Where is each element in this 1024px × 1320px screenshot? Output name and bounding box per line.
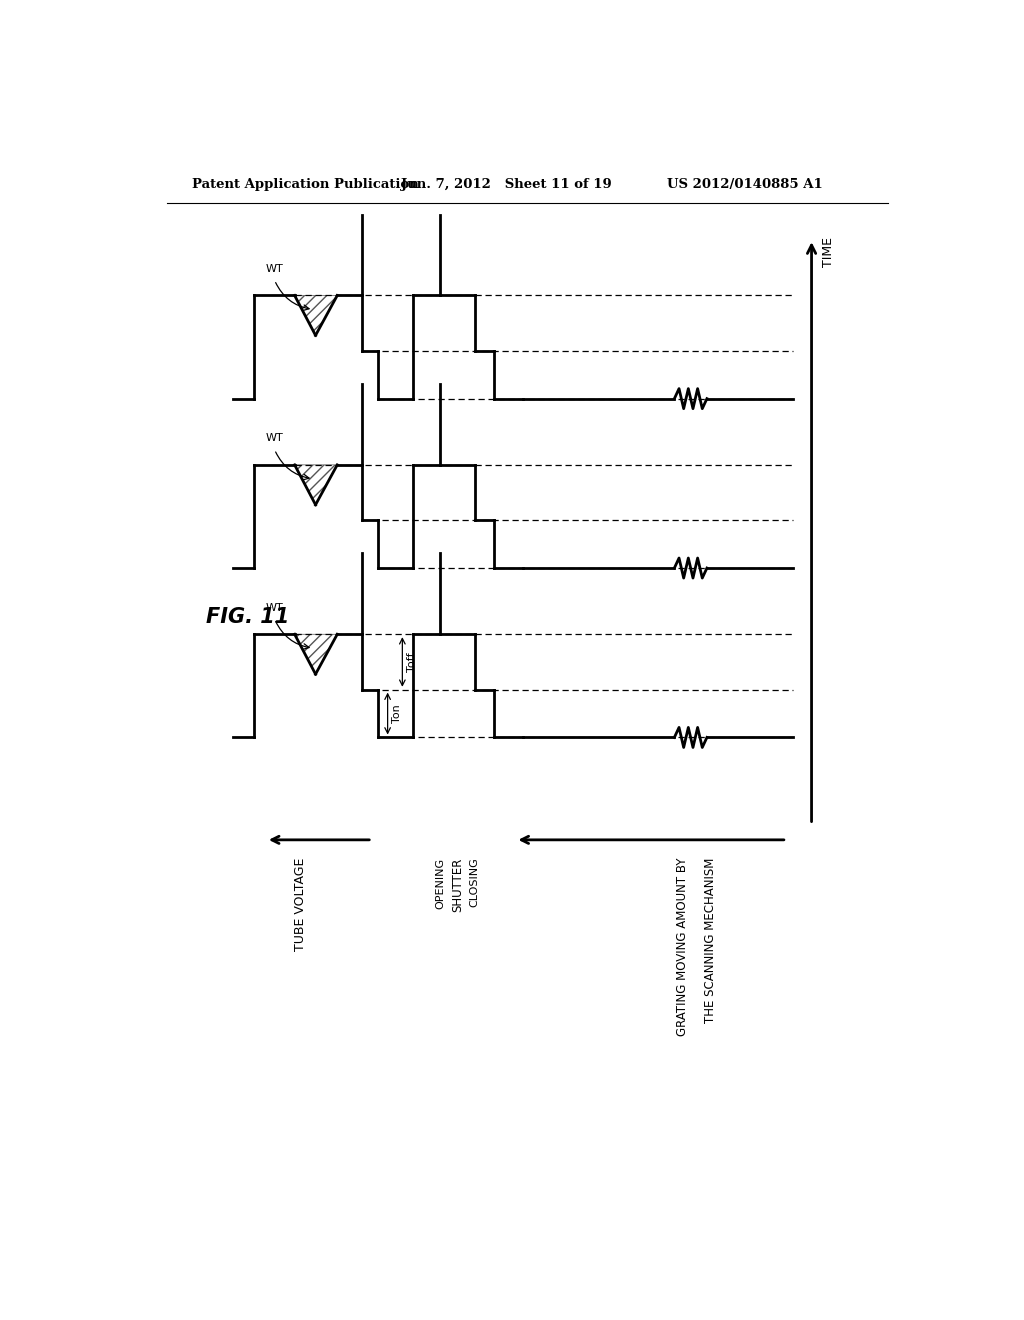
Text: Jun. 7, 2012   Sheet 11 of 19: Jun. 7, 2012 Sheet 11 of 19: [400, 178, 611, 190]
Text: WT: WT: [265, 433, 283, 444]
Text: OPENING: OPENING: [435, 858, 445, 908]
Text: US 2012/0140885 A1: US 2012/0140885 A1: [667, 178, 822, 190]
Text: TIME: TIME: [821, 238, 835, 267]
Text: WT: WT: [265, 264, 283, 275]
Text: GRATING MOVING AMOUNT BY: GRATING MOVING AMOUNT BY: [677, 858, 689, 1036]
Text: WT: WT: [265, 603, 283, 612]
Text: Toff: Toff: [407, 652, 417, 672]
Text: THE SCANNING MECHANISM: THE SCANNING MECHANISM: [705, 858, 717, 1023]
Text: Patent Application Publication: Patent Application Publication: [191, 178, 418, 190]
Text: SHUTTER: SHUTTER: [451, 858, 464, 912]
Text: CLOSING: CLOSING: [469, 858, 479, 907]
Text: TUBE VOLTAGE: TUBE VOLTAGE: [294, 858, 306, 950]
Text: FIG. 11: FIG. 11: [207, 607, 290, 627]
Text: Ton: Ton: [392, 704, 402, 723]
